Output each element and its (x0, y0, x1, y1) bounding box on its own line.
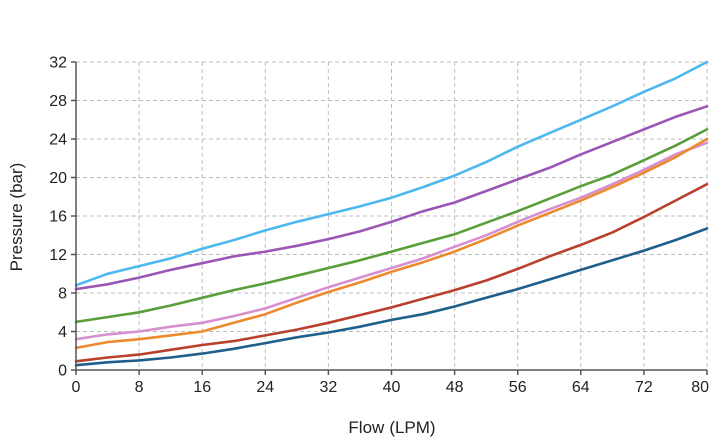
series-line-5 (74, 137, 709, 350)
y-tick-label: 16 (49, 209, 67, 226)
x-tick-label: 80 (691, 379, 709, 396)
series-line-2 (74, 105, 709, 291)
x-axis-label: Flow (348, 418, 385, 437)
x-tick-label: 40 (383, 379, 401, 396)
y-tick-label: 24 (49, 132, 67, 149)
x-tick-label: 32 (320, 379, 338, 396)
x-axis-title: Flow (LPM) (348, 418, 435, 437)
y-tick-label: 12 (49, 247, 67, 264)
x-tick-label: 48 (446, 379, 464, 396)
x-tick-label: 64 (572, 379, 590, 396)
x-tick-label: 56 (509, 379, 527, 396)
series-lines (74, 60, 709, 367)
y-tick-label: 8 (58, 286, 67, 303)
y-tick-label: 4 (58, 324, 67, 341)
series-line-3 (74, 128, 709, 324)
y-tick-label: 32 (49, 55, 67, 72)
axes (71, 61, 708, 375)
grid (76, 61, 708, 370)
y-axis-title: Pressure (bar) (7, 163, 26, 272)
series-line-6 (74, 182, 709, 363)
series-line-4 (74, 141, 709, 341)
x-axis-unit: (LPM) (389, 418, 435, 437)
series-line-1 (74, 60, 709, 287)
x-tick-label: 0 (72, 379, 81, 396)
x-tick-label: 72 (635, 379, 653, 396)
x-tick-label: 24 (256, 379, 274, 396)
y-tick-label: 0 (58, 363, 67, 380)
x-tick-label: 16 (193, 379, 211, 396)
y-tick-label: 20 (49, 170, 67, 187)
series-line-7 (74, 227, 709, 367)
y-tick-label: 28 (49, 93, 67, 110)
x-tick-label: 8 (135, 379, 144, 396)
